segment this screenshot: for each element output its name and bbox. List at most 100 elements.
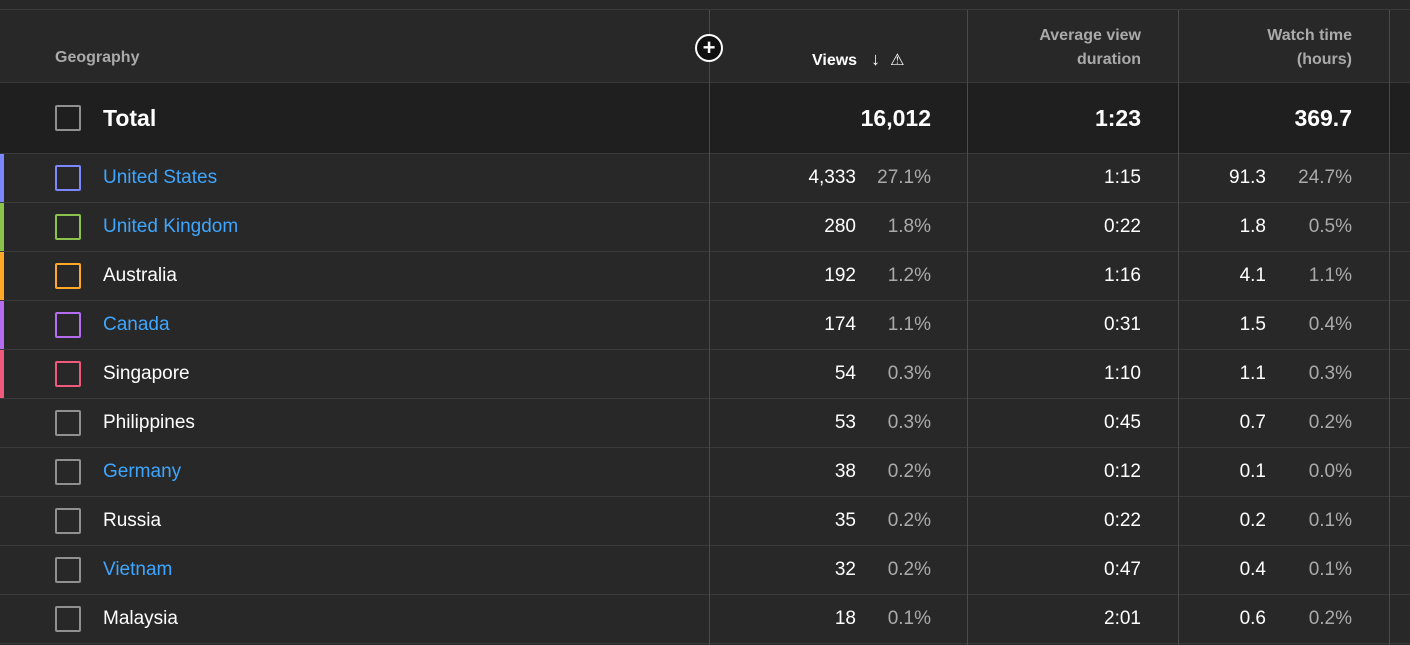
avg-duration-value: 1:16: [1104, 265, 1141, 286]
watch-time-value: 0.2: [1239, 510, 1266, 531]
views-value: 35: [834, 510, 856, 531]
column-divider: [1389, 10, 1390, 645]
views-value: 192: [824, 265, 856, 286]
watch-time-percent: 0.5%: [1308, 216, 1352, 237]
row-checkbox[interactable]: [55, 263, 81, 289]
avg-duration-value: 0:12: [1104, 461, 1141, 482]
watch-time-percent: 0.4%: [1308, 314, 1352, 335]
watch-time-line2: (hours): [1296, 51, 1352, 68]
watch-time-value: 91.3: [1229, 167, 1266, 188]
table-row: Canada 174 1.1% 0:31 1.5 0.4%: [0, 301, 1410, 350]
country-name: Russia: [103, 510, 162, 531]
country-name[interactable]: Germany: [103, 461, 182, 482]
row-checkbox[interactable]: [55, 606, 81, 632]
watch-time-header[interactable]: Watch time (hours): [1267, 24, 1352, 72]
views-percent: 1.1%: [887, 314, 931, 335]
watch-time-value: 0.7: [1239, 412, 1266, 433]
table-row: United States 4,333 27.1% 1:15 91.3 24.7%: [0, 154, 1410, 203]
views-header-label: Views: [812, 52, 858, 69]
series-color-bar: [0, 154, 4, 202]
country-name[interactable]: Vietnam: [103, 559, 173, 580]
country-name[interactable]: United Kingdom: [103, 216, 239, 237]
watch-time-percent: 0.1%: [1308, 510, 1352, 531]
row-checkbox[interactable]: [55, 410, 81, 436]
avg-view-duration-line2: duration: [1077, 51, 1141, 68]
watch-time-percent: 0.2%: [1308, 608, 1352, 629]
views-percent: 27.1%: [877, 167, 931, 188]
country-name[interactable]: United States: [103, 167, 218, 188]
country-name: Philippines: [103, 412, 195, 433]
avg-duration-value: 1:15: [1104, 167, 1141, 188]
watch-time-value: 0.6: [1239, 608, 1266, 629]
series-color-bar: [0, 252, 4, 300]
table-row: United Kingdom 280 1.8% 0:22 1.8 0.5%: [0, 203, 1410, 252]
avg-duration-value: 2:01: [1104, 608, 1141, 629]
warning-icon[interactable]: ⚠: [890, 52, 905, 69]
sort-down-icon[interactable]: ↓: [871, 49, 881, 69]
series-color-bar: [0, 350, 4, 398]
watch-time-value: 4.1: [1239, 265, 1266, 286]
watch-time-value: 1.5: [1239, 314, 1266, 335]
views-value: 174: [824, 314, 856, 335]
watch-time-percent: 0.1%: [1308, 559, 1352, 580]
watch-time-value: 1.1: [1239, 363, 1266, 384]
top-strip: [0, 0, 1410, 10]
avg-view-duration-header[interactable]: Average view duration: [1039, 24, 1141, 72]
row-checkbox[interactable]: [55, 508, 81, 534]
views-value: 4,333: [808, 167, 856, 188]
avg-duration-value: 1:10: [1104, 363, 1141, 384]
country-name[interactable]: Canada: [103, 314, 170, 335]
add-metric-button[interactable]: +: [695, 34, 723, 62]
views-value: 53: [834, 412, 856, 433]
row-checkbox[interactable]: [55, 557, 81, 583]
total-row: Total 16,012 1:23 369.7: [0, 83, 1410, 154]
watch-time-value: 0.4: [1239, 559, 1266, 580]
row-checkbox[interactable]: [55, 361, 81, 387]
views-percent: 0.1%: [887, 608, 931, 629]
avg-view-duration-line1: Average view: [1039, 27, 1141, 44]
avg-duration-value: 0:31: [1104, 314, 1141, 335]
watch-time-percent: 0.0%: [1308, 461, 1352, 482]
avg-duration-value: 0:45: [1104, 412, 1141, 433]
series-color-bar: [0, 203, 4, 251]
watch-time-percent: 0.2%: [1308, 412, 1352, 433]
column-divider: [709, 10, 710, 645]
table-row: Vietnam 32 0.2% 0:47 0.4 0.1%: [0, 546, 1410, 595]
views-header[interactable]: Views ↓ ⚠: [812, 10, 904, 82]
watch-time-percent: 24.7%: [1298, 167, 1352, 188]
table-header: Geography Views ↓ ⚠ Average view duratio…: [0, 10, 1410, 83]
views-percent: 1.2%: [887, 265, 931, 286]
avg-duration-value: 0:22: [1104, 510, 1141, 531]
views-percent: 0.3%: [887, 363, 931, 384]
geography-header[interactable]: Geography: [55, 49, 140, 66]
views-percent: 0.2%: [887, 510, 931, 531]
country-name: Singapore: [103, 363, 190, 384]
total-label: Total: [103, 105, 157, 131]
views-value: 32: [834, 559, 856, 580]
total-views: 16,012: [860, 105, 931, 131]
table-row: Malaysia 18 0.1% 2:01 0.6 0.2%: [0, 595, 1410, 644]
country-name: Malaysia: [103, 608, 178, 629]
table-row: Australia 192 1.2% 1:16 4.1 1.1%: [0, 252, 1410, 301]
row-checkbox[interactable]: [55, 165, 81, 191]
views-value: 18: [834, 608, 856, 629]
column-divider: [1178, 10, 1179, 645]
avg-duration-value: 0:47: [1104, 559, 1141, 580]
views-percent: 0.3%: [887, 412, 931, 433]
watch-time-percent: 0.3%: [1308, 363, 1352, 384]
country-name: Australia: [103, 265, 177, 286]
watch-time-value: 1.8: [1239, 216, 1266, 237]
table-row: Russia 35 0.2% 0:22 0.2 0.1%: [0, 497, 1410, 546]
row-checkbox[interactable]: [55, 459, 81, 485]
views-percent: 1.8%: [887, 216, 931, 237]
total-checkbox[interactable]: [55, 105, 81, 131]
table-row: Singapore 54 0.3% 1:10 1.1 0.3%: [0, 350, 1410, 399]
views-percent: 0.2%: [887, 461, 931, 482]
row-checkbox[interactable]: [55, 312, 81, 338]
views-value: 38: [834, 461, 856, 482]
watch-time-percent: 1.1%: [1308, 265, 1352, 286]
total-watch-time: 369.7: [1294, 105, 1352, 131]
row-checkbox[interactable]: [55, 214, 81, 240]
table-row: Germany 38 0.2% 0:12 0.1 0.0%: [0, 448, 1410, 497]
table-row: Philippines 53 0.3% 0:45 0.7 0.2%: [0, 399, 1410, 448]
